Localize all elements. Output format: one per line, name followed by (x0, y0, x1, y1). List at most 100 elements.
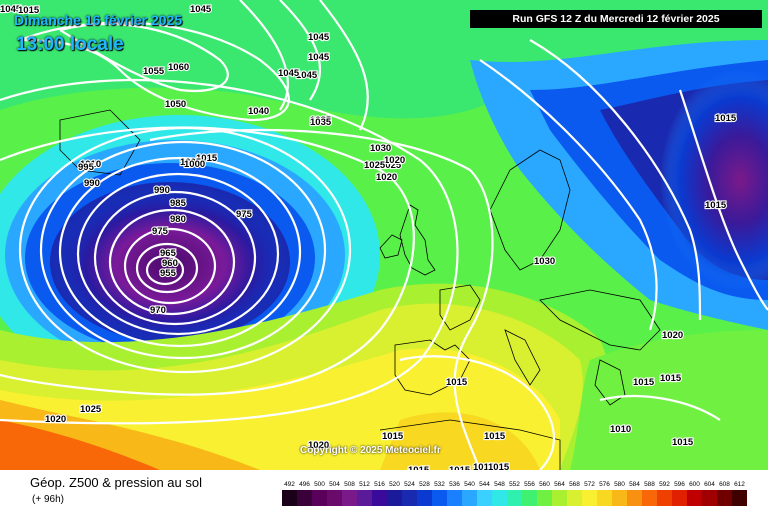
legend-swatch (582, 490, 597, 506)
legend-value: 592 (659, 481, 670, 488)
isobar-label: 980 (170, 214, 186, 225)
legend-value: 576 (599, 481, 610, 488)
legend-swatch (537, 490, 552, 506)
isobar-label: 1020 (45, 414, 66, 425)
isobar-label: 1025 (364, 160, 386, 171)
legend-swatch (357, 490, 372, 506)
legend-value: 612 (734, 481, 745, 488)
isobar-label: 1015 (660, 373, 682, 384)
legend-swatch (567, 490, 582, 506)
isobar-label: 1010 (80, 159, 101, 170)
isobar-label: 990 (84, 178, 100, 189)
legend-swatch (312, 490, 327, 506)
isobar-label: 1045 (278, 68, 300, 79)
isobar-label: 1035 (310, 117, 332, 128)
isobar-label: 1015 (18, 5, 40, 16)
isobar-label: 975 (152, 226, 169, 237)
isobar-label: 1020 (376, 172, 397, 183)
forecast-time: 13:00 locale (16, 34, 124, 55)
legend-value: 524 (404, 481, 415, 488)
legend-swatch (462, 490, 477, 506)
isobar-label: 1055 (143, 66, 165, 77)
legend-value: 520 (389, 481, 400, 488)
legend-value: 556 (524, 481, 535, 488)
legend-value: 500 (314, 481, 325, 488)
legend-value: 588 (644, 481, 655, 488)
chart-lead-time: (+ 96h) (32, 494, 64, 505)
legend-swatch (627, 490, 642, 506)
legend-value: 608 (719, 481, 730, 488)
isobar-label: 1015 (484, 431, 506, 442)
legend-swatch (657, 490, 672, 506)
isobar-label: 1045 (0, 4, 22, 15)
legend-value: 560 (539, 481, 550, 488)
legend-value: 604 (704, 481, 715, 488)
legend-swatch (717, 490, 732, 506)
legend-value: 516 (374, 481, 385, 488)
isobar-label: 1015 (672, 437, 694, 448)
isobar-label: 1015 (196, 153, 218, 164)
isobar-label: 1025 (380, 160, 402, 171)
legend-swatch (372, 490, 387, 506)
legend-value: 528 (419, 481, 430, 488)
isobar-label: 1015 (715, 113, 737, 124)
legend-value: 504 (329, 481, 340, 488)
legend-value: 580 (614, 481, 625, 488)
isobar-label: 1025 (80, 404, 102, 415)
run-banner: Run GFS 12 Z du Mercredi 12 février 2025 (470, 10, 762, 28)
isobar-label: 975 (236, 209, 253, 220)
copyright-text: Copyright © 2025 Meteociel.fr (300, 445, 441, 456)
isobar-label: 1015 (446, 377, 468, 388)
isobar-label: 1015 (633, 377, 655, 388)
legend-value: 600 (689, 481, 700, 488)
legend-swatch (477, 490, 492, 506)
isobar-label: 1020 (662, 330, 683, 341)
legend-swatch (492, 490, 507, 506)
isobar-label: 1015 (449, 465, 471, 470)
legend-value: 552 (509, 481, 520, 488)
legend-swatch (282, 490, 297, 506)
legend-value: 572 (584, 481, 595, 488)
isobar-label: 1015 (473, 462, 495, 470)
isobar-label: 1045 (308, 32, 330, 43)
legend-value: 540 (464, 481, 475, 488)
legend-value: 544 (479, 481, 490, 488)
legend-swatch (297, 490, 312, 506)
isobar-label: 970 (150, 305, 166, 316)
legend-swatch (642, 490, 657, 506)
isobar-label: 1050 (165, 99, 186, 110)
isobar-label: 1015 (382, 431, 404, 442)
legend-value: 564 (554, 481, 565, 488)
color-legend: 492 496 500 504 508 512 516 520 524 528 532 536 540 5… (282, 481, 747, 506)
legend-swatch (342, 490, 357, 506)
legend-swatch (447, 490, 462, 506)
isobar-label: 1020 (308, 440, 329, 451)
isobar-label: 1020 (384, 155, 405, 166)
legend-swatch (687, 490, 702, 506)
isobar-label: 1045 (296, 70, 318, 81)
pressure-map: 1045 104510451045104510451060105510501040… (0, 0, 768, 470)
legend-swatch (702, 490, 717, 506)
legend-value: 492 (284, 481, 295, 488)
legend-value: 512 (359, 481, 370, 488)
isobar-label: 995 (78, 162, 95, 173)
isobar-label: 960 (162, 258, 178, 269)
isobar-label: 1010 (610, 424, 631, 435)
isobar-label: 1015 (488, 462, 510, 470)
legend-swatch (432, 490, 447, 506)
legend-swatch (387, 490, 402, 506)
legend-value: 596 (674, 481, 685, 488)
isobar-label: 1005 (180, 157, 202, 168)
forecast-date: Dimanche 16 février 2025 (14, 12, 183, 28)
isobar-label: 1045 (190, 4, 212, 15)
legend-swatch (507, 490, 522, 506)
legend-value: 548 (494, 481, 505, 488)
isobar-label: 1015 (705, 200, 727, 211)
legend-value: 584 (629, 481, 640, 488)
legend-swatch (417, 490, 432, 506)
isobar-label: 1030 (534, 256, 555, 267)
isobar-label: 955 (160, 268, 177, 279)
isobar-label: 1030 (370, 143, 391, 154)
isobar-label: 1015 (408, 465, 430, 470)
